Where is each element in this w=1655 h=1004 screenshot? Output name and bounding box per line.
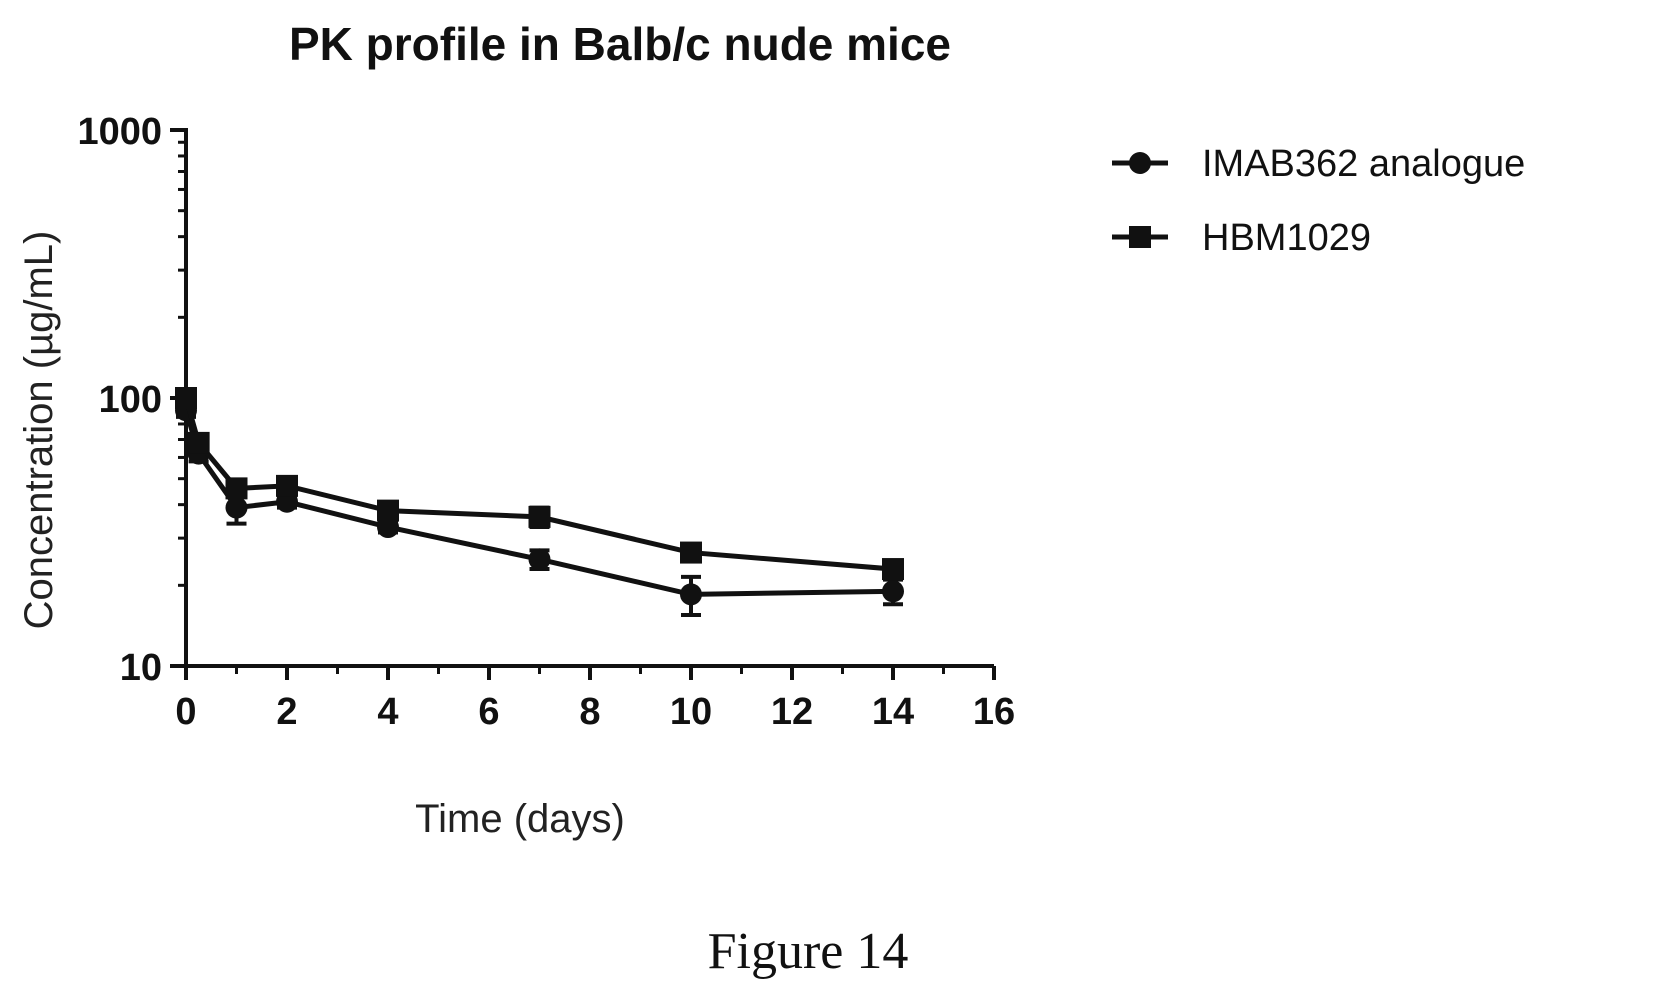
x-tick-label: 2 [276,691,297,733]
x-tick-label: 10 [670,691,712,733]
x-tick-label: 8 [579,691,600,733]
x-tick-label: 12 [771,691,813,733]
data-point-square [225,477,248,500]
data-point-square [175,387,197,409]
figure-caption: Figure 14 [708,923,909,980]
x-tick-label: 6 [478,691,499,733]
data-point-square [377,499,399,522]
data-point-square [680,541,702,564]
data-point-square [882,558,904,581]
x-tick-label: 4 [377,691,398,733]
data-point-square [276,474,298,497]
legend-marker-circle [1129,152,1151,174]
legend-marker-square [1129,226,1151,248]
data-point-square [187,431,210,454]
data-point-circle [680,583,702,606]
y-axis-label: Concentration (µg/mL) [17,231,61,630]
series-hbm1029 [175,387,904,581]
chart-title: PK profile in Balb/c nude mice [289,18,951,70]
y-tick-label: 10 [120,647,162,689]
y-tick-label: 100 [99,379,162,421]
x-tick-label: 14 [872,691,914,733]
x-axis-label: Time (days) [415,797,625,841]
data-point-square [528,505,551,528]
legend-label: IMAB362 analogue [1202,143,1525,185]
data-point-circle [225,496,248,519]
y-tick-label: 1000 [77,111,162,153]
legend-label: HBM1029 [1202,217,1371,259]
legend: IMAB362 analogue HBM1029 [1112,143,1525,259]
data-point-circle [882,580,904,603]
x-tick-label: 0 [175,691,196,733]
x-tick-label: 16 [973,691,1015,733]
data-point-circle [528,548,551,571]
axes: 0 2 4 6 8 10 12 14 16 10 100 1000 [77,111,1015,733]
series-layer [175,387,904,617]
